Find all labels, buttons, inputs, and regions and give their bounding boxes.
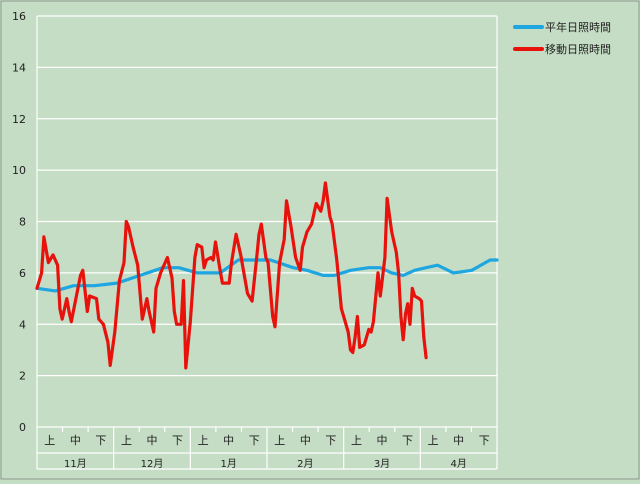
series-line-1 bbox=[35, 181, 428, 370]
x-tick-label-third: 下 bbox=[479, 434, 490, 447]
gridlines bbox=[37, 15, 497, 377]
x-tick-label-third: 中 bbox=[453, 434, 464, 447]
x-tick-label-month: 3月 bbox=[374, 458, 390, 470]
legend-label: 移動日照時間 bbox=[545, 42, 611, 56]
x-tick-label-third: 下 bbox=[172, 434, 183, 447]
x-tick-label-month: 1月 bbox=[220, 458, 236, 470]
y-tick-label: 12 bbox=[12, 113, 26, 126]
x-tick-label-month: 11月 bbox=[64, 458, 87, 470]
x-tick-label-third: 中 bbox=[70, 434, 81, 447]
series-line-0 bbox=[35, 258, 499, 293]
x-tick-label-third: 上 bbox=[44, 434, 55, 447]
y-tick-label: 4 bbox=[19, 318, 26, 331]
y-tick-label: 2 bbox=[19, 370, 26, 383]
x-tick-label-third: 上 bbox=[428, 434, 439, 447]
y-tick-label: 6 bbox=[19, 267, 26, 280]
x-tick-label-third: 上 bbox=[121, 434, 132, 447]
y-tick-label: 14 bbox=[12, 61, 26, 74]
x-tick-label-month: 12月 bbox=[141, 458, 164, 470]
x-tick-label-third: 上 bbox=[198, 434, 209, 447]
y-tick-label: 16 bbox=[12, 10, 26, 23]
x-tick-label-month: 2月 bbox=[297, 458, 313, 470]
legend-label: 平年日照時間 bbox=[545, 20, 611, 34]
y-tick-label: 10 bbox=[12, 164, 26, 177]
x-tick-label-third: 中 bbox=[300, 434, 311, 447]
x-tick-label-third: 上 bbox=[274, 434, 285, 447]
x-tick-label-third: 下 bbox=[325, 434, 336, 447]
y-tick-label: 0 bbox=[19, 421, 26, 434]
x-tick-label-third: 下 bbox=[402, 434, 413, 447]
series-lines bbox=[35, 181, 499, 370]
x-tick-label-third: 下 bbox=[95, 434, 106, 447]
x-tick-label-third: 上 bbox=[351, 434, 362, 447]
axes: 0246810121416上中下11月上中下12月上中下1月上中下2月上中下3月… bbox=[12, 10, 498, 470]
x-tick-label-third: 中 bbox=[377, 434, 388, 447]
x-tick-label-third: 下 bbox=[249, 434, 260, 447]
x-tick-label-third: 中 bbox=[223, 434, 234, 447]
y-tick-label: 8 bbox=[19, 216, 26, 229]
x-tick-label-third: 中 bbox=[147, 434, 158, 447]
x-tick-label-month: 4月 bbox=[450, 458, 466, 470]
